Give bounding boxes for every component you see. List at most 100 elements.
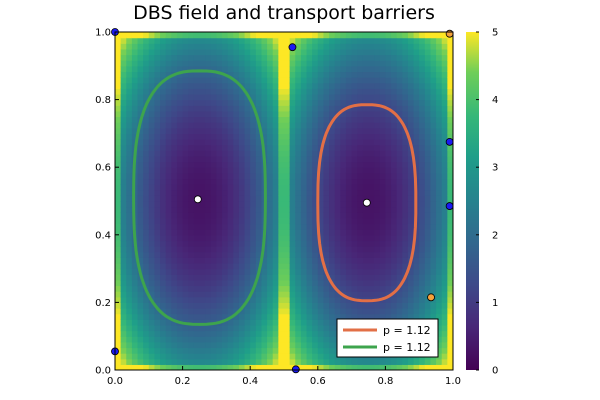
heatmap-cell: [312, 105, 319, 112]
heatmap-cell: [374, 178, 381, 185]
heatmap-cell: [272, 161, 279, 168]
heatmap-cell: [300, 127, 308, 134]
heatmap-cell: [222, 99, 229, 106]
heatmap-cell: [199, 353, 206, 360]
heatmap-cell: [233, 195, 240, 202]
heatmap-cell: [278, 110, 285, 118]
heatmap-cell: [329, 246, 336, 253]
heatmap-cell: [424, 223, 432, 230]
heatmap-cell: [306, 43, 313, 50]
heatmap-cell: [171, 291, 178, 298]
heatmap-cell: [391, 71, 398, 78]
heatmap-cell: [120, 240, 127, 247]
heatmap-cell: [284, 150, 291, 157]
heatmap-cell: [345, 167, 353, 174]
heatmap-cell: [430, 302, 437, 309]
heatmap-cell: [126, 110, 133, 118]
heatmap-cell: [402, 268, 409, 275]
heatmap-cell: [238, 184, 246, 191]
heatmap-cell: [120, 353, 127, 360]
heatmap-cell: [154, 279, 161, 287]
heatmap-cell: [385, 206, 392, 213]
heatmap-cell: [329, 32, 336, 39]
heatmap-cell: [238, 206, 246, 213]
heatmap-cell: [120, 82, 127, 89]
heatmap-cell: [233, 116, 240, 123]
heatmap-cell: [323, 341, 330, 349]
heatmap-cell: [255, 82, 263, 89]
heatmap-cell: [267, 358, 274, 365]
heatmap-cell: [244, 116, 251, 123]
heatmap-cell: [193, 229, 201, 236]
heatmap-cell: [362, 262, 370, 270]
heatmap-cell: [250, 324, 257, 332]
heatmap-cell: [430, 150, 437, 157]
heatmap-cell: [306, 257, 313, 264]
heatmap-cell: [345, 358, 353, 365]
heatmap-cell: [148, 88, 156, 95]
heatmap-cell: [385, 291, 392, 298]
heatmap-cell: [430, 93, 437, 101]
heatmap-cell: [143, 150, 150, 157]
heatmap-cell: [227, 353, 234, 360]
heatmap-cell: [329, 184, 336, 191]
heatmap-cell: [436, 347, 443, 354]
heatmap-cell: [362, 251, 370, 258]
heatmap-cell: [317, 217, 325, 225]
heatmap-cell: [199, 217, 206, 225]
heatmap-cell: [329, 336, 336, 343]
heatmap-cell: [182, 127, 189, 134]
heatmap-cell: [284, 88, 291, 95]
heatmap-cell: [278, 48, 285, 56]
heatmap-cell: [154, 246, 161, 253]
heatmap-cell: [210, 127, 217, 134]
heatmap-cell: [250, 313, 257, 320]
heatmap-cell: [447, 217, 453, 225]
heatmap-cell: [176, 155, 184, 163]
heatmap-cell: [148, 189, 156, 196]
heatmap-cell: [222, 229, 229, 236]
heatmap-cell: [374, 223, 381, 230]
heatmap-cell: [233, 71, 240, 78]
heatmap-cell: [419, 223, 426, 230]
heatmap-cell: [126, 93, 133, 101]
heatmap-cell: [261, 77, 268, 84]
heatmap-cell: [284, 195, 291, 202]
heatmap-cell: [368, 229, 375, 236]
heatmap-cell: [165, 251, 172, 258]
heatmap-cell: [436, 330, 443, 337]
heatmap-cell: [148, 358, 156, 365]
heatmap-cell: [131, 336, 139, 343]
legend-box: [336, 318, 439, 358]
heatmap-cell: [334, 82, 341, 89]
heatmap-cell: [250, 347, 257, 354]
heatmap-cell: [334, 139, 341, 146]
heatmap-cell: [345, 251, 353, 258]
heatmap-cell: [413, 139, 420, 146]
heatmap-cell: [176, 324, 184, 332]
heatmap-cell: [188, 54, 195, 61]
heatmap-cell: [176, 144, 184, 151]
heatmap-cell: [334, 240, 341, 247]
heatmap-cell: [413, 54, 420, 61]
heatmap-cell: [362, 229, 370, 236]
heatmap-cell: [357, 105, 364, 112]
heatmap-cell: [126, 65, 133, 73]
heatmap-cell: [160, 330, 167, 337]
heatmap-cell: [115, 99, 122, 106]
heatmap-cell: [193, 324, 201, 332]
heatmap-cell: [210, 116, 217, 123]
heatmap-cell: [334, 313, 341, 320]
heatmap-cell: [233, 324, 240, 332]
heatmap-cell: [165, 240, 172, 247]
heatmap-cell: [295, 60, 302, 67]
heatmap-cell: [227, 296, 234, 303]
heatmap-cell: [374, 195, 381, 202]
heatmap-cell: [188, 144, 195, 151]
heatmap-cell: [165, 110, 172, 118]
heatmap-cell: [154, 144, 161, 151]
heatmap-cell: [255, 217, 263, 225]
heatmap-cell: [334, 150, 341, 157]
heatmap-cell: [323, 262, 330, 270]
heatmap-cell: [154, 319, 161, 326]
